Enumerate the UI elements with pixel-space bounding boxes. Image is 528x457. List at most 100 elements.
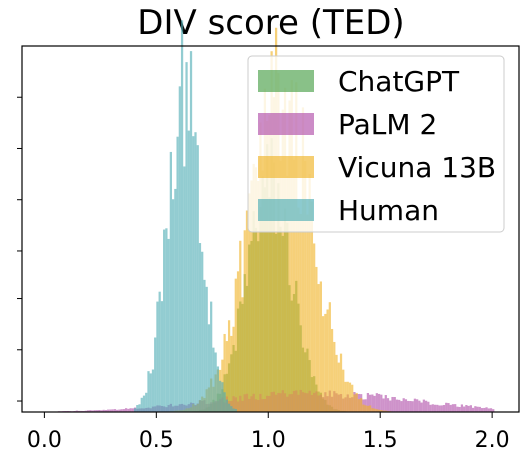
histogram-bar xyxy=(131,408,134,412)
histogram-bar xyxy=(297,207,300,412)
histogram-bar xyxy=(393,397,396,412)
histogram-bar xyxy=(436,404,439,412)
histogram-bar xyxy=(362,404,365,412)
histogram-bar xyxy=(380,410,383,412)
histogram-bar xyxy=(469,405,472,412)
chart-title: DIV score (TED) xyxy=(137,3,404,43)
histogram-bar xyxy=(402,398,405,412)
histogram-bar xyxy=(176,136,179,412)
histogram-bar xyxy=(250,180,253,412)
histogram-bar xyxy=(355,392,358,412)
histogram-bar xyxy=(445,402,448,412)
histogram-bar xyxy=(163,229,166,412)
histogram-bar xyxy=(395,399,399,412)
histogram-bar xyxy=(438,405,441,412)
histogram-bar xyxy=(136,405,139,412)
histogram-bar xyxy=(216,366,220,412)
histogram-bar xyxy=(429,404,432,412)
histogram-bar xyxy=(225,399,228,412)
histogram-bar xyxy=(185,62,188,413)
histogram-bar xyxy=(234,278,237,412)
series-human xyxy=(133,20,237,413)
x-tick-label: 1.0 xyxy=(251,428,286,453)
histogram-bar xyxy=(487,408,490,412)
histogram-bar xyxy=(301,107,305,412)
histogram-bar xyxy=(118,409,121,412)
histogram-bar xyxy=(223,392,226,412)
histogram-bar xyxy=(178,86,181,413)
histogram-bar xyxy=(196,145,199,412)
histogram-bar xyxy=(266,121,269,413)
histogram-bar xyxy=(261,170,264,412)
histogram-bar xyxy=(107,409,110,412)
histogram-bar xyxy=(138,404,141,412)
histogram-bar xyxy=(111,409,114,412)
histogram-bar xyxy=(214,352,217,412)
histogram-bar xyxy=(339,353,343,412)
histogram-bar xyxy=(129,408,132,412)
histogram-bar xyxy=(465,405,468,412)
histogram-bar xyxy=(321,316,325,412)
histogram-bar xyxy=(290,80,293,412)
histogram-bar xyxy=(154,337,157,412)
histogram-bar xyxy=(116,409,119,412)
histogram-bar xyxy=(254,167,258,412)
histogram-bar xyxy=(451,404,455,412)
histogram-bar xyxy=(223,333,226,412)
histogram-bar xyxy=(344,381,347,412)
histogram-bar xyxy=(384,410,387,412)
legend-label: ChatGPT xyxy=(338,65,460,98)
histogram-bar xyxy=(122,409,125,412)
histogram-bar xyxy=(357,399,361,412)
histogram-bar xyxy=(342,369,345,412)
histogram-bar xyxy=(369,405,372,412)
histogram-bar xyxy=(480,408,484,412)
x-tick-label: 2.0 xyxy=(475,428,510,453)
legend-swatch xyxy=(258,199,314,221)
legend-box xyxy=(247,55,505,233)
histogram-bar xyxy=(232,326,235,412)
histogram-bar xyxy=(306,214,309,412)
histogram-bar xyxy=(366,393,370,412)
histogram-bar xyxy=(407,400,410,412)
histogram-bar xyxy=(333,341,336,412)
y-axis xyxy=(17,96,22,402)
histogram-bar xyxy=(371,394,374,412)
histogram-bar xyxy=(281,109,284,413)
histogram-bar xyxy=(427,401,430,412)
x-tick-label: 1.5 xyxy=(363,428,398,453)
histogram-bar xyxy=(243,230,246,412)
histogram-bar xyxy=(288,100,291,413)
histogram-bar xyxy=(259,122,262,413)
histogram-bar xyxy=(272,97,275,412)
histogram-bar xyxy=(304,161,307,412)
histogram-bar xyxy=(248,193,251,412)
legend-label: Vicuna 13B xyxy=(338,151,496,184)
histogram-bar xyxy=(113,409,117,412)
histogram-bar xyxy=(369,394,372,412)
histogram-bar xyxy=(324,313,327,412)
histogram-bar xyxy=(189,51,193,413)
histogram-bar xyxy=(241,297,244,412)
histogram-bar xyxy=(165,228,168,412)
histogram-bar xyxy=(203,279,206,412)
histogram-bar xyxy=(463,406,466,412)
histogram-bar xyxy=(192,136,195,412)
histogram-bar xyxy=(391,396,394,412)
legend-label: Human xyxy=(338,194,439,227)
histogram-bar xyxy=(227,320,231,412)
histogram-bar xyxy=(483,407,486,412)
histogram-bar xyxy=(440,405,443,412)
histogram-bar xyxy=(236,271,240,412)
histogram-bar xyxy=(156,301,159,412)
histogram-bar xyxy=(449,404,452,412)
histogram-bar xyxy=(283,87,287,412)
histogram-bar xyxy=(86,410,90,412)
histogram-bar xyxy=(454,404,457,412)
histogram-bar xyxy=(187,130,190,412)
histogram-bar xyxy=(100,410,103,412)
histogram-bar xyxy=(471,407,475,412)
histogram-bar xyxy=(382,398,385,412)
histogram-bar xyxy=(230,406,233,412)
histogram-bar xyxy=(373,408,376,412)
